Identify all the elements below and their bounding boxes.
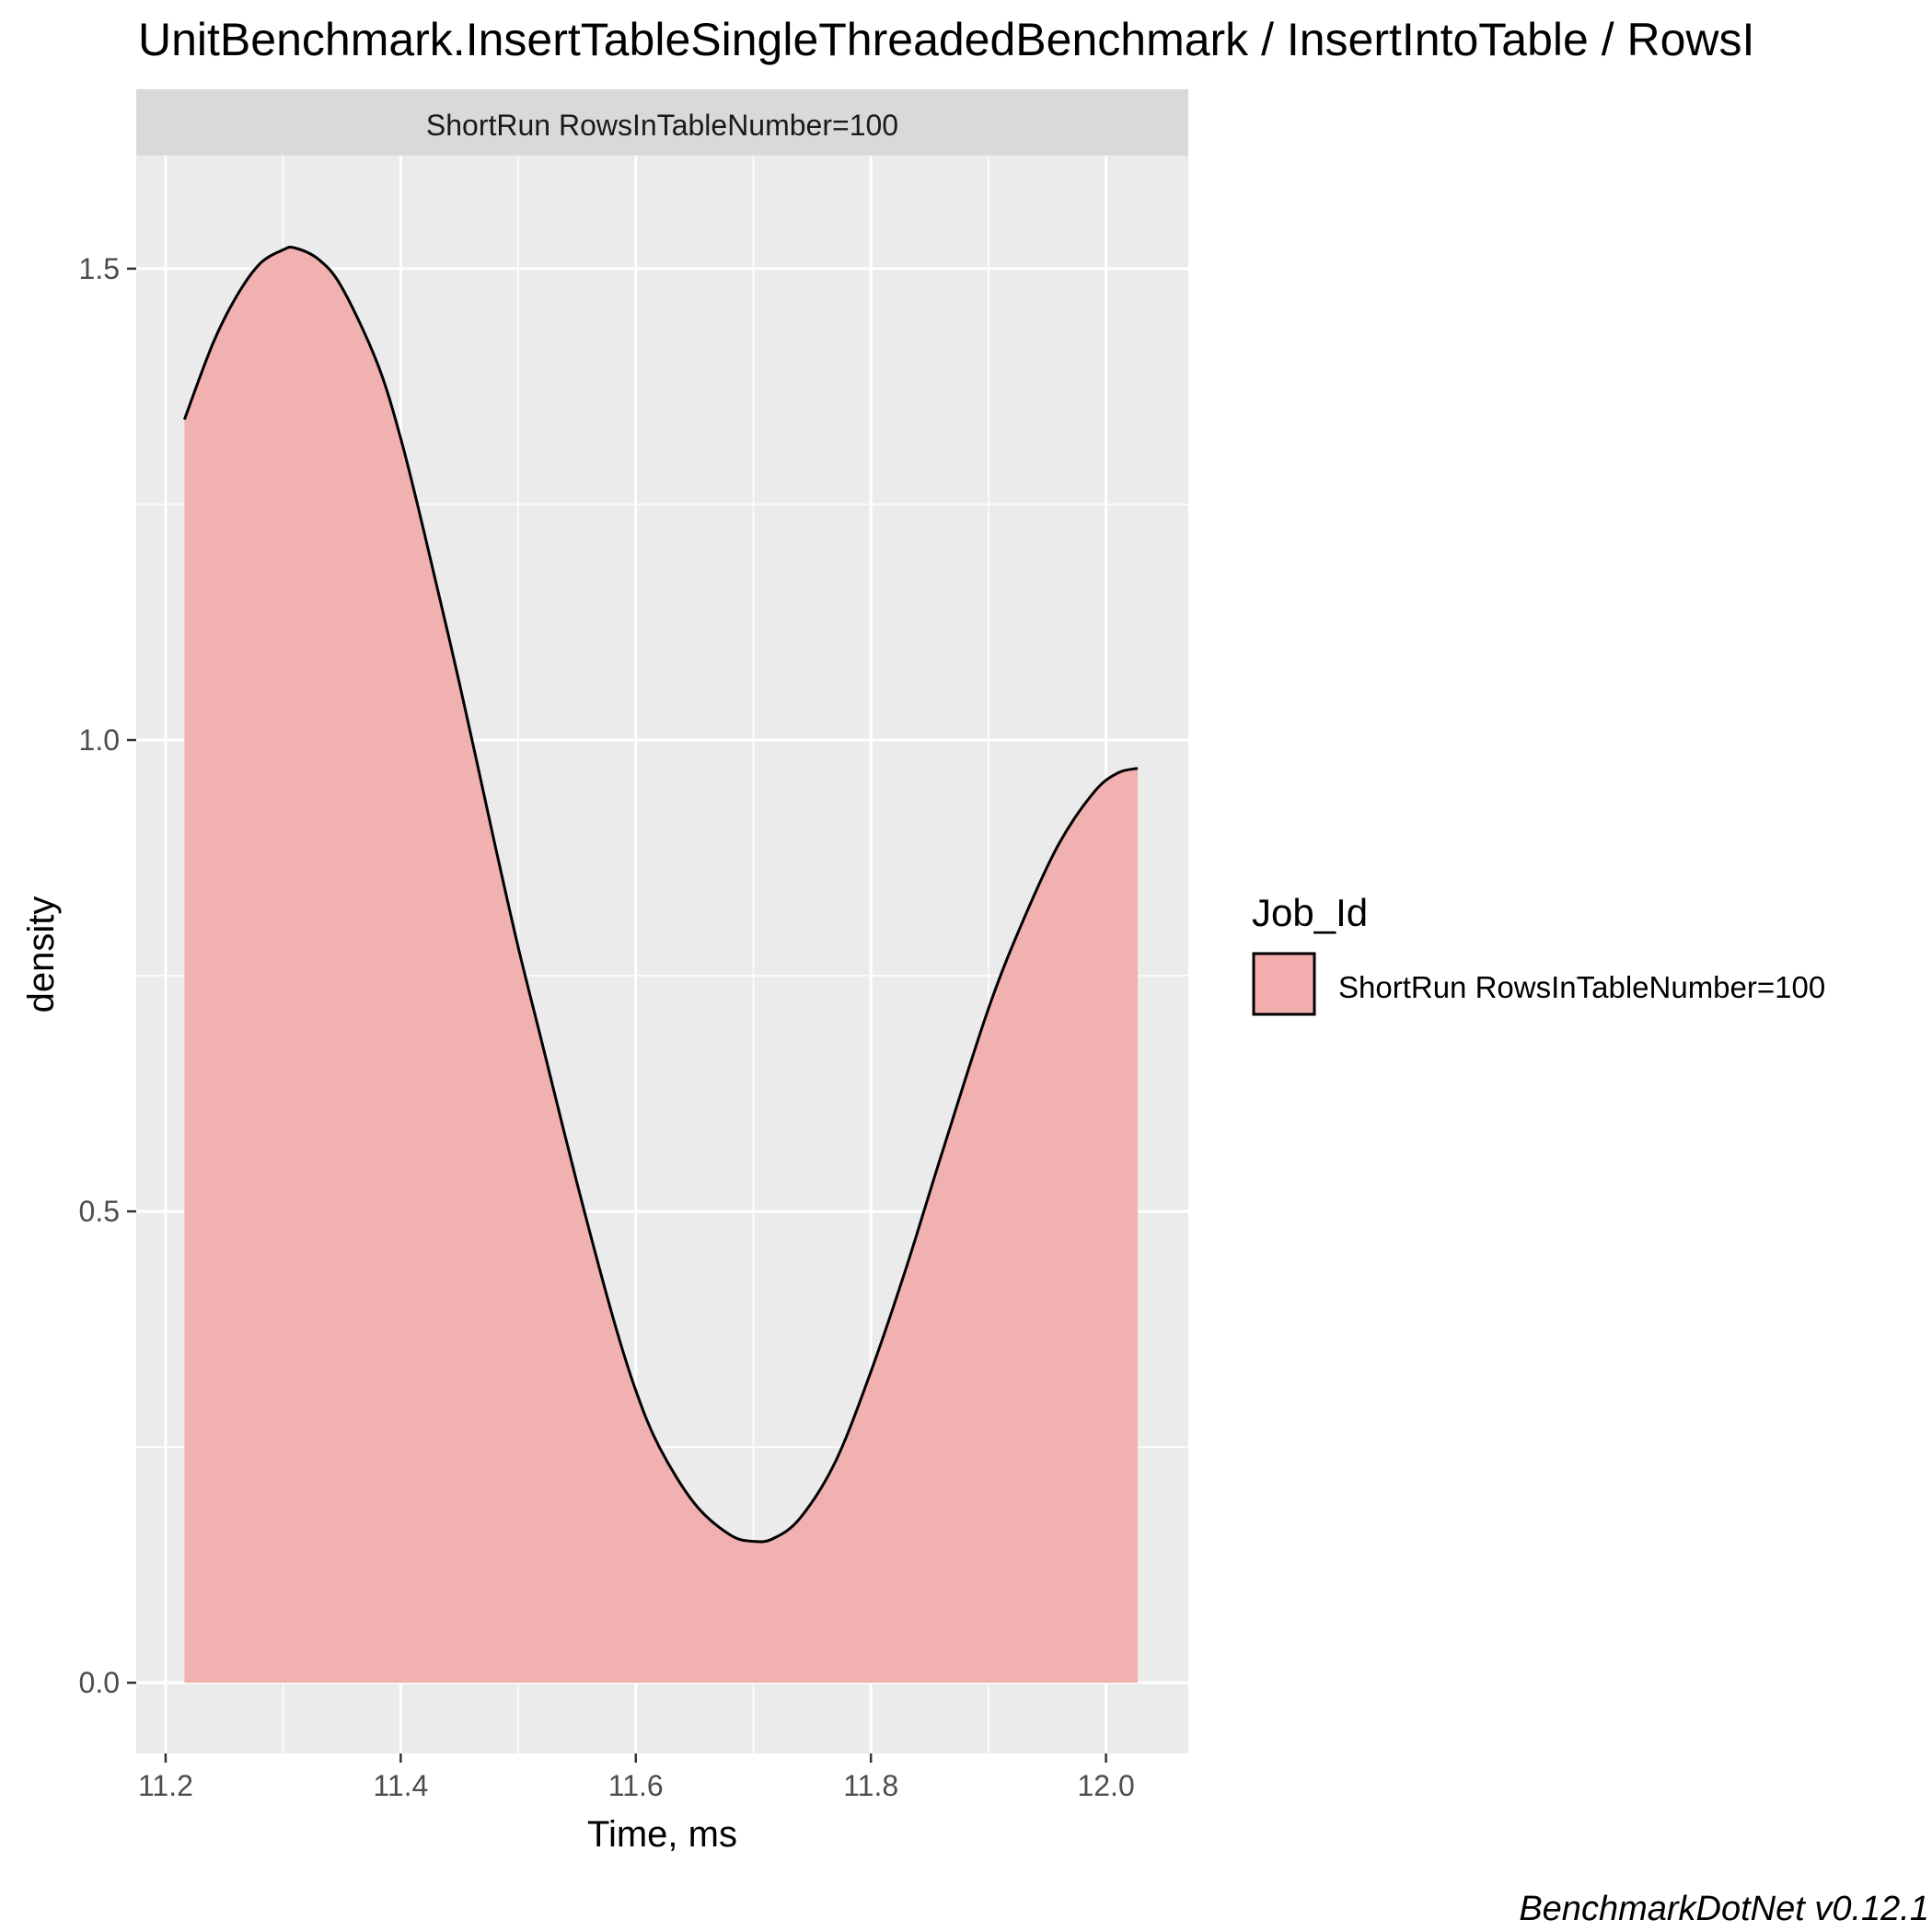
y-tick-label: 1.0 <box>79 723 120 757</box>
density-line-ShortRun <box>182 246 1139 1544</box>
y-axis: 0.0 0.5 1.0 1.5 <box>79 252 136 1699</box>
y-tick-label: 0.0 <box>79 1666 120 1699</box>
caption: BenchmarkDotNet v0.12.1 <box>1519 1890 1929 1928</box>
x-tick-label: 11.8 <box>843 1769 898 1802</box>
x-tick-label: 11.4 <box>373 1769 428 1802</box>
x-axis-label: Time, ms <box>587 1814 737 1855</box>
facet-label: ShortRun RowsInTableNumber=100 <box>426 109 898 142</box>
legend-key-ShortRun <box>1252 952 1316 1016</box>
density-area-ShortRun <box>184 247 1139 1683</box>
x-tick-label: 11.6 <box>608 1769 664 1802</box>
legend-title: Job_Id <box>1252 891 1368 934</box>
y-axis-label: density <box>21 897 62 1013</box>
y-tick-label: 1.5 <box>79 252 120 285</box>
legend-entry-label: ShortRun RowsInTableNumber=100 <box>1338 970 1825 1004</box>
x-tick-label: 11.2 <box>138 1769 193 1802</box>
facet-strip <box>136 89 1188 156</box>
x-tick-label: 12.0 <box>1077 1769 1134 1802</box>
chart-title: UnitBenchmark.InsertTableSingleThreadedB… <box>138 14 1754 65</box>
y-tick-label: 0.5 <box>79 1195 120 1228</box>
x-axis: 11.2 11.4 11.6 11.8 12.0 <box>138 1753 1135 1802</box>
